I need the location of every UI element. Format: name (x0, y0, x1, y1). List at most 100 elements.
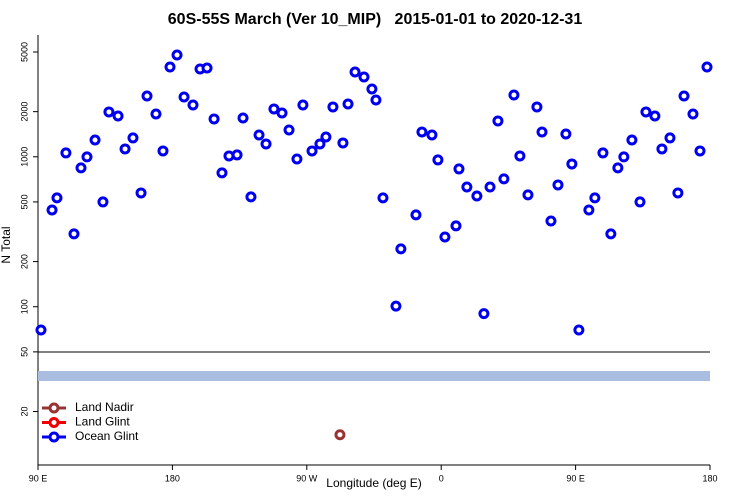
point (492, 115, 504, 127)
point (678, 90, 690, 102)
x-tick-label: 180 (702, 473, 717, 483)
point (171, 49, 183, 61)
point (377, 192, 389, 204)
point (597, 147, 609, 159)
point (187, 99, 199, 111)
point (618, 151, 630, 163)
point (103, 106, 115, 118)
point (498, 173, 510, 185)
point (291, 153, 303, 165)
x-tick-label: 0 (439, 473, 444, 483)
point (589, 192, 601, 204)
point (410, 209, 422, 221)
point (127, 132, 139, 144)
point (283, 124, 295, 136)
point (450, 220, 462, 232)
point (612, 162, 624, 174)
point (626, 134, 638, 146)
point (358, 71, 370, 83)
point (634, 196, 646, 208)
point (342, 98, 354, 110)
legend-marker (48, 417, 60, 428)
point (35, 324, 47, 336)
point (306, 145, 318, 157)
x-axis-title: Longitude (deg E) (326, 476, 421, 490)
point (395, 243, 407, 255)
point (237, 112, 249, 124)
point (566, 158, 578, 170)
point (664, 132, 676, 144)
legend-text: Ocean Glint (75, 429, 139, 443)
y-tick-label: 1000 (19, 147, 29, 167)
point (432, 154, 444, 166)
point (605, 228, 617, 240)
point (656, 143, 668, 155)
point (640, 106, 652, 118)
point (276, 107, 288, 119)
x-tick-label: 90 E (29, 473, 48, 483)
point (75, 162, 87, 174)
x-tick-label: 90 E (566, 473, 585, 483)
point (60, 147, 72, 159)
point (694, 145, 706, 157)
point (260, 138, 272, 150)
point (268, 103, 280, 115)
point (426, 129, 438, 141)
point (245, 191, 257, 203)
point (216, 167, 228, 179)
point (366, 83, 378, 95)
y-tick-label: 5000 (19, 42, 29, 62)
point (150, 108, 162, 120)
point (370, 94, 382, 106)
point (112, 110, 124, 122)
point (314, 138, 326, 150)
point (68, 228, 80, 240)
point (484, 181, 496, 193)
point (201, 62, 213, 74)
point (119, 143, 131, 155)
coverage-band (38, 371, 710, 381)
legend-text: Land Nadir (75, 400, 134, 414)
point (208, 113, 220, 125)
point (573, 324, 585, 336)
y-tick-label: 200 (19, 254, 29, 269)
point (536, 126, 548, 138)
y-tick-label: 50 (19, 347, 29, 357)
point (89, 134, 101, 146)
point (253, 129, 265, 141)
x-tick-label: 180 (165, 473, 180, 483)
point (51, 192, 63, 204)
y-axis-title: N Total (0, 226, 13, 263)
point (164, 61, 176, 73)
point (157, 145, 169, 157)
point (471, 190, 483, 202)
y-tick-label: 100 (19, 299, 29, 314)
legend-marker (48, 402, 60, 414)
point (349, 66, 361, 78)
point (522, 189, 534, 201)
point (178, 91, 190, 103)
point (337, 137, 349, 149)
point (320, 131, 332, 143)
chart-title: 60S-55S March (Ver 10_MIP) 2015-01-01 to… (168, 11, 583, 28)
point (231, 149, 243, 161)
point (514, 150, 526, 162)
point (478, 308, 490, 320)
legend-marker (48, 431, 60, 443)
point (461, 181, 473, 193)
point (439, 231, 451, 243)
point (46, 204, 58, 216)
point (334, 429, 346, 441)
y-tick-label: 20 (19, 407, 29, 417)
point (416, 126, 428, 138)
point (649, 110, 661, 122)
point (552, 179, 564, 191)
point (81, 151, 93, 163)
point (531, 101, 543, 113)
point (390, 300, 402, 312)
point (141, 90, 153, 102)
x-tick-label: 90 W (296, 473, 318, 483)
point (672, 187, 684, 199)
y-tick-label: 2000 (19, 102, 29, 122)
